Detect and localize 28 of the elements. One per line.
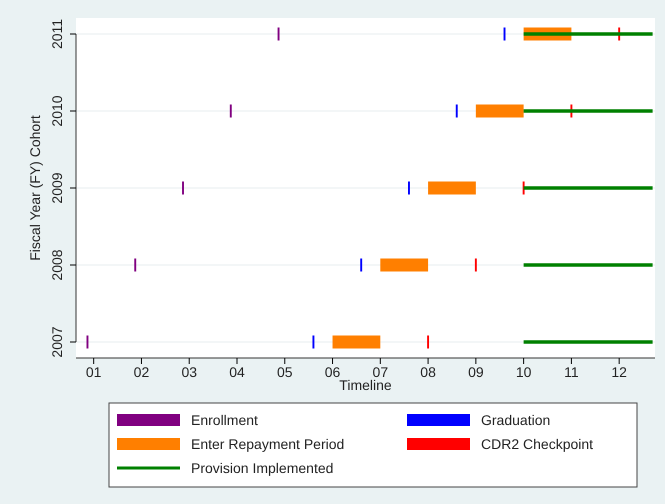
y-tick-label: 2011 xyxy=(49,18,65,50)
legend-label: CDR2 Checkpoint xyxy=(481,436,594,452)
y-tick-label: 2007 xyxy=(49,326,65,358)
bar xyxy=(380,258,428,272)
x-tick-label: 12 xyxy=(611,364,628,380)
x-tick-label: 07 xyxy=(372,364,388,380)
legend-label: Enter Repayment Period xyxy=(191,436,344,452)
legend-label: Graduation xyxy=(481,412,550,428)
x-tick-label: 04 xyxy=(229,364,245,380)
y-tick-label: 2008 xyxy=(49,249,65,281)
x-axis-title: Timeline xyxy=(339,377,392,393)
y-tick-label: 2009 xyxy=(49,172,65,204)
legend-label: Enrollment xyxy=(191,412,258,428)
x-tick-label: 01 xyxy=(86,364,102,380)
x-tick-label: 11 xyxy=(564,364,579,380)
x-tick-label: 05 xyxy=(276,364,293,380)
x-tick-label: 10 xyxy=(516,364,532,380)
bar xyxy=(332,336,380,348)
x-tick-label: 06 xyxy=(324,364,341,380)
y-axis-title: Fiscal Year (FY) Cohort xyxy=(27,115,43,261)
x-tick-label: 02 xyxy=(134,364,150,380)
x-tick-label: 08 xyxy=(420,364,436,380)
legend-label: Provision Implemented xyxy=(191,460,334,476)
bar xyxy=(476,104,524,118)
bar xyxy=(428,182,476,194)
x-tick-label: 03 xyxy=(181,364,198,380)
y-tick-label: 2010 xyxy=(49,95,65,127)
x-tick-label: 09 xyxy=(468,364,484,380)
